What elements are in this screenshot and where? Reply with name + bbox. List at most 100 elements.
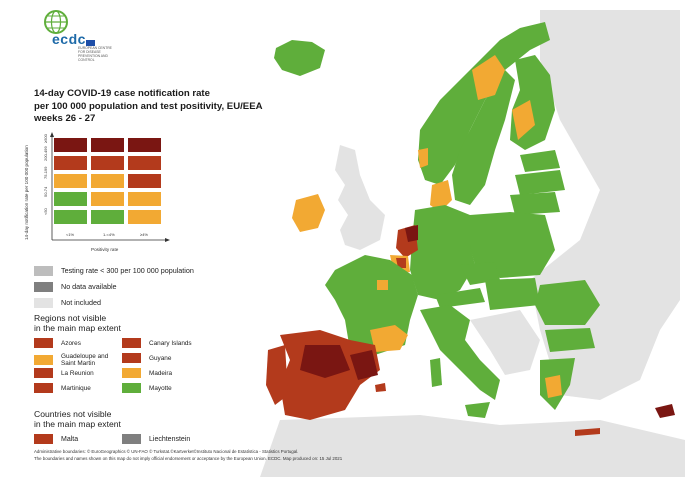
north-africa-landmass (260, 415, 685, 477)
matrix-x-tick: 1-<4% (103, 232, 115, 237)
greece-region (545, 375, 562, 398)
region-item: Madeira (122, 368, 172, 378)
slovakia-hungary (485, 278, 540, 310)
matrix-cell (127, 173, 162, 190)
matrix-cell (127, 137, 162, 154)
title-line-1: 14-day COVID-19 case notification rate (34, 88, 210, 99)
iceland (274, 40, 325, 76)
country-swatch (34, 434, 53, 444)
region-item: Mayotte (122, 383, 172, 393)
logo-subtitle: EUROPEAN CENTRE FOR DISEASE PREVENTION A… (78, 46, 112, 62)
romania (535, 280, 600, 325)
matrix-x-axis-label: Positivity rate (91, 247, 119, 252)
region-item: Azores (34, 338, 81, 348)
region-swatch (34, 383, 53, 393)
map-title: 14-day COVID-19 case notification rate p… (34, 88, 274, 126)
regions-heading: Regions not visible in the main map exte… (34, 313, 121, 333)
ecdc-logo (44, 10, 95, 46)
sweden (452, 70, 515, 205)
region-item: Martinique (34, 383, 91, 393)
footer-credits: Administrative boundaries: © EuroGeograp… (34, 448, 554, 462)
cyprus (655, 404, 675, 418)
countries-heading-line-1: Countries not visible (34, 409, 112, 419)
region-label: Martinique (61, 384, 91, 392)
matrix-x-tick: <1% (66, 232, 75, 237)
lithuania (510, 192, 560, 215)
latvia (515, 170, 565, 195)
ireland (292, 194, 325, 232)
region-item: Guadeloupe and Saint Martin (34, 353, 119, 367)
italy (420, 305, 500, 400)
poland (468, 212, 555, 278)
finland-west-region (512, 100, 535, 140)
crete (575, 428, 600, 436)
region-swatch (122, 353, 141, 363)
matrix-cell (53, 191, 88, 208)
title-line-2: per 100 000 population and test positivi… (34, 100, 263, 112)
france-region (377, 280, 388, 290)
denmark (430, 180, 452, 212)
portugal (266, 345, 288, 405)
matrix-cell (53, 173, 88, 190)
spain-east-region (350, 350, 378, 380)
matrix-cell (127, 155, 162, 172)
estonia (520, 150, 560, 172)
country-swatch (122, 434, 141, 444)
regions-heading-line-2: in the main map extent (34, 323, 121, 333)
countries-heading-line-2: in the main map extent (34, 419, 121, 429)
region-swatch (34, 368, 53, 378)
country-label: Liechtenstein (149, 435, 191, 443)
region-item: Canary Islands (122, 338, 192, 348)
legend-label: Not included (61, 298, 101, 307)
region-swatch (122, 383, 141, 393)
matrix-y-tick: 50-74 (43, 186, 48, 197)
norway-south-region (418, 148, 428, 168)
legend-matrix (53, 137, 164, 227)
region-label: La Reunion (61, 369, 94, 377)
matrix-cell (127, 209, 162, 226)
region-item: Guyane (122, 353, 171, 363)
matrix-y-tick: ≥500 (43, 134, 48, 143)
matrix-cell (90, 209, 125, 226)
region-label: Guyane (149, 354, 172, 362)
matrix-cell (90, 155, 125, 172)
matrix-y-tick: 75-199 (43, 166, 48, 179)
region-label: Madeira (149, 369, 173, 377)
matrix-y-tick: <50 (43, 208, 48, 215)
region-item: La Reunion (34, 368, 94, 378)
country-item: Malta (34, 434, 78, 444)
legend-item: Testing rate < 300 per 100 000 populatio… (34, 264, 194, 277)
netherlands-north-region (405, 225, 418, 242)
region-swatch (34, 338, 53, 348)
country-item: Liechtenstein (122, 434, 190, 444)
title-line-3: weeks 26 - 27 (34, 113, 96, 124)
norway (418, 22, 550, 185)
region-label: Guadeloupe and Saint Martin (61, 353, 109, 367)
region-label: Mayotte (149, 384, 172, 392)
sardinia (430, 358, 442, 387)
uk-landmass (335, 145, 385, 250)
region-label: Azores (61, 339, 81, 347)
region-swatch (122, 338, 141, 348)
region-swatch (34, 355, 53, 365)
france-south-region (370, 325, 408, 352)
legend-label: Testing rate < 300 per 100 000 populatio… (61, 266, 194, 275)
footer-line-2: The boundaries and names shown on this m… (34, 456, 343, 461)
czechia (460, 262, 500, 285)
logo-wordmark: ecdc (52, 31, 86, 47)
belgium-region (396, 258, 406, 268)
legend-item: Not included (34, 296, 101, 309)
sicily (465, 402, 490, 418)
countries-heading: Countries not visible in the main map ex… (34, 409, 121, 429)
legend-swatch (34, 265, 53, 276)
legend-item: No data available (34, 280, 117, 293)
matrix-x-tick: ≥4% (140, 232, 148, 237)
matrix-cell (127, 191, 162, 208)
matrix-cell (53, 137, 88, 154)
matrix-axes (50, 132, 170, 242)
balkans-landmass (470, 310, 540, 375)
germany (410, 205, 475, 300)
country-label: Malta (61, 435, 79, 443)
legend-swatch (34, 297, 53, 308)
